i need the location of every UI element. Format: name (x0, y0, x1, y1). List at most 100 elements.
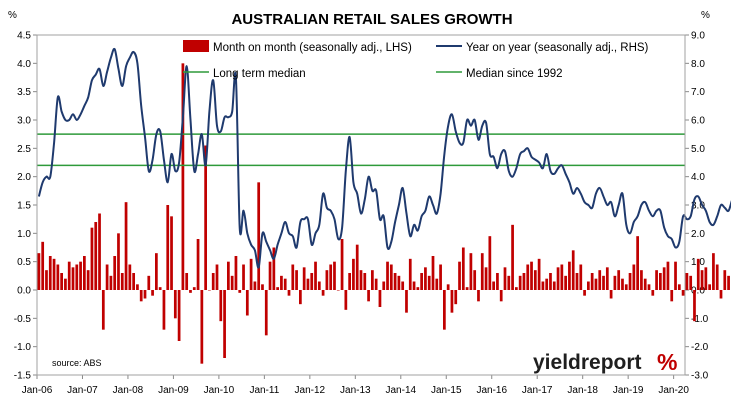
mom-bar (499, 290, 503, 302)
mom-bar (299, 290, 302, 305)
mom-bar (208, 290, 211, 291)
mom-bar (636, 236, 639, 290)
mom-bar (151, 290, 154, 296)
mom-bar (253, 281, 257, 290)
mom-bar (435, 278, 439, 290)
x-tick-label: Jan-11 (249, 385, 279, 396)
mom-bar (719, 290, 723, 299)
mom-bar (408, 258, 412, 290)
mom-bar (310, 273, 314, 290)
mom-bar (613, 275, 617, 290)
mom-bar (230, 275, 234, 290)
mom-bar (461, 247, 465, 290)
left-axis-ticks: 4.5 4.0 3.5 3.0 2.5 2.0 1.5 1.0 0.5 0.0 -0.5 -1.0 -1… (14, 31, 37, 382)
left-tick-label: 4.0 (17, 59, 31, 70)
x-tick-label: Jan-12 (295, 385, 326, 396)
mom-bar (64, 278, 67, 290)
mom-bar (477, 290, 480, 302)
brand-symbol: % (657, 349, 677, 375)
mom-bar (488, 236, 492, 290)
mom-bar (526, 264, 530, 290)
x-tick-label: Jan-17 (522, 385, 553, 396)
left-tick-label: 0.5 (17, 257, 31, 268)
mom-bar (439, 264, 442, 290)
mom-bar (401, 281, 405, 290)
mom-bar (272, 247, 276, 290)
mom-bar (295, 270, 298, 290)
mom-bar (712, 253, 715, 290)
mom-bar (454, 290, 458, 305)
mom-bar (371, 270, 374, 290)
x-tick-label: Jan-16 (476, 385, 507, 396)
mom-bar (602, 275, 605, 290)
mom-bar (624, 284, 628, 290)
mom-bar (325, 270, 329, 290)
mom-bar (655, 270, 658, 290)
mom-bar (617, 270, 621, 290)
mom-bar (386, 261, 389, 290)
left-tick-label: 4.5 (17, 31, 31, 42)
mom-bar (317, 281, 321, 290)
mom-bar (416, 287, 420, 290)
mom-bar (48, 256, 52, 290)
left-tick-label: 2.5 (17, 144, 31, 155)
mom-bar (340, 239, 344, 290)
mom-bar (484, 267, 488, 290)
mom-bar (94, 222, 98, 290)
right-tick-label: 7.0 (691, 87, 705, 98)
x-tick-label: Jan-15 (431, 385, 462, 396)
right-tick-label: 4.0 (691, 172, 705, 183)
mom-bar (90, 227, 94, 290)
mom-bar (651, 290, 655, 296)
mom-bar (314, 261, 317, 290)
mom-bar (552, 281, 556, 290)
mom-bar (515, 287, 518, 290)
mom-bar (643, 278, 647, 290)
chart-title: AUSTRALIAN RETAIL SALES GROWTH (231, 11, 512, 28)
mom-bar (363, 273, 367, 290)
mom-bar (537, 258, 541, 290)
source-note: source: ABS (52, 358, 102, 368)
mom-bar (640, 270, 643, 290)
mom-bar (530, 261, 533, 290)
mom-bar (405, 290, 408, 313)
mom-bar (412, 281, 416, 290)
mom-bar (378, 290, 382, 307)
mom-bar (71, 267, 75, 290)
mom-bar (173, 290, 177, 319)
mom-bar (41, 241, 45, 290)
mom-bar (670, 290, 674, 302)
mom-bar (579, 264, 583, 290)
mom-bar (306, 278, 310, 290)
mom-bar (609, 290, 613, 299)
mom-bar (170, 216, 173, 290)
mom-bar (431, 256, 435, 290)
mom-bar (556, 267, 560, 290)
mom-bar (571, 250, 575, 290)
mom-bar (583, 290, 586, 296)
mom-bar (219, 290, 223, 322)
right-tick-label: -2.0 (691, 342, 709, 353)
mom-bar (276, 287, 279, 290)
mom-bar (109, 275, 113, 290)
mom-bar (143, 290, 147, 299)
right-axis-ticks: 9.08.07.06.05.04.03.02.01.00.0-1.0-2.0-3… (685, 31, 709, 382)
mom-bar (503, 267, 507, 290)
mom-bar (594, 278, 598, 290)
mom-bar (723, 270, 727, 290)
mom-bar (662, 267, 666, 290)
mom-bar (280, 275, 283, 290)
mom-bar (117, 233, 120, 290)
mom-bar (189, 290, 192, 293)
mom-bar (264, 290, 268, 336)
x-tick-label: Jan-14 (386, 385, 417, 396)
mom-bar (196, 239, 200, 290)
right-tick-label: -3.0 (691, 371, 709, 382)
mom-bar (147, 275, 151, 290)
mom-bar (52, 258, 56, 290)
mom-bar (291, 264, 295, 290)
mom-bar (336, 290, 340, 291)
mom-bar (518, 275, 522, 290)
mom-bar (344, 290, 348, 310)
right-tick-label: 3.0 (691, 201, 705, 212)
